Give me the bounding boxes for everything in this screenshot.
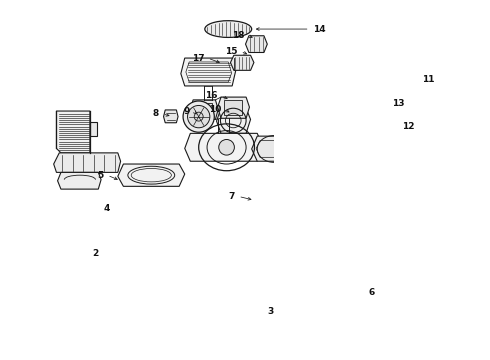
Polygon shape bbox=[118, 164, 185, 186]
Polygon shape bbox=[181, 58, 236, 86]
Polygon shape bbox=[331, 64, 379, 94]
Polygon shape bbox=[190, 100, 218, 120]
Text: 9: 9 bbox=[184, 107, 190, 116]
Polygon shape bbox=[307, 122, 330, 139]
Polygon shape bbox=[307, 100, 330, 117]
Polygon shape bbox=[325, 97, 373, 114]
Polygon shape bbox=[252, 136, 296, 161]
Bar bbox=[196, 103, 212, 116]
Text: 2: 2 bbox=[92, 249, 98, 258]
Polygon shape bbox=[58, 172, 101, 189]
Polygon shape bbox=[230, 55, 254, 70]
Polygon shape bbox=[185, 133, 263, 161]
Polygon shape bbox=[256, 141, 292, 157]
Text: 14: 14 bbox=[313, 24, 326, 33]
Text: 6: 6 bbox=[369, 288, 375, 297]
Polygon shape bbox=[164, 110, 178, 123]
Ellipse shape bbox=[188, 105, 210, 128]
Ellipse shape bbox=[194, 112, 203, 121]
Text: 15: 15 bbox=[225, 47, 237, 56]
Polygon shape bbox=[217, 108, 250, 133]
Ellipse shape bbox=[219, 139, 234, 155]
Text: 12: 12 bbox=[402, 122, 415, 131]
Text: 18: 18 bbox=[232, 31, 245, 40]
Text: 4: 4 bbox=[103, 204, 109, 213]
Text: 3: 3 bbox=[268, 307, 274, 316]
Text: 10: 10 bbox=[209, 105, 221, 114]
Text: 5: 5 bbox=[98, 171, 104, 180]
Polygon shape bbox=[218, 97, 249, 118]
Polygon shape bbox=[245, 36, 267, 53]
Ellipse shape bbox=[205, 21, 252, 37]
Text: 17: 17 bbox=[192, 54, 204, 63]
Polygon shape bbox=[90, 122, 97, 136]
Text: 8: 8 bbox=[153, 109, 159, 118]
Polygon shape bbox=[56, 111, 90, 153]
Text: 11: 11 bbox=[422, 75, 434, 84]
Text: 13: 13 bbox=[392, 99, 405, 108]
Text: 16: 16 bbox=[205, 91, 217, 100]
Text: 7: 7 bbox=[228, 192, 235, 201]
Bar bbox=[224, 100, 242, 115]
Ellipse shape bbox=[183, 101, 214, 132]
Polygon shape bbox=[329, 116, 367, 131]
Polygon shape bbox=[54, 153, 121, 172]
